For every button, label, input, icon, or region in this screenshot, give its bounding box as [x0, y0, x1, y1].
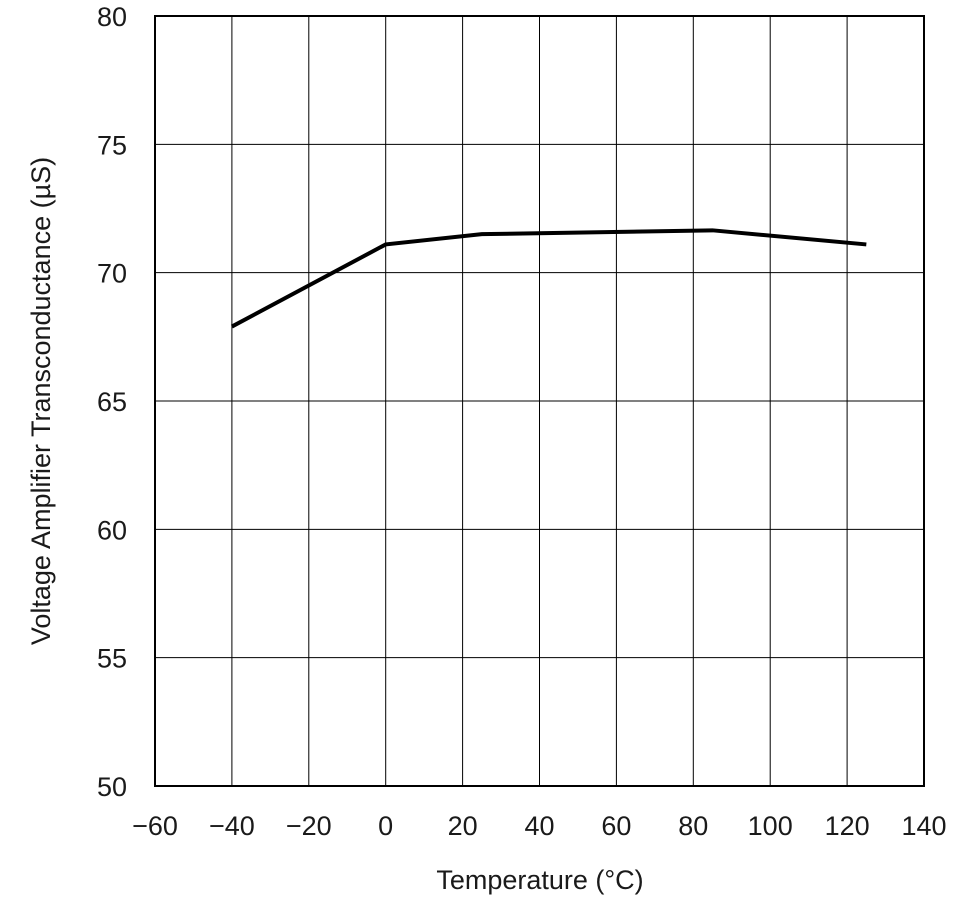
- y-axis-label: Voltage Amplifier Transconductance (µS): [26, 157, 56, 645]
- y-tick-label: 60: [97, 515, 127, 545]
- y-tick-label: 80: [97, 2, 127, 32]
- y-tick-label: 55: [97, 644, 127, 674]
- plot-frame: [154, 15, 925, 787]
- x-tick-label: 60: [601, 811, 631, 841]
- x-axis-label: Temperature (°C): [436, 865, 643, 895]
- x-tick-label: 140: [901, 811, 946, 841]
- x-tick-label: 80: [678, 811, 708, 841]
- x-tick-label: −20: [286, 811, 332, 841]
- x-tick-label: 120: [825, 811, 870, 841]
- x-tick-label: 40: [524, 811, 554, 841]
- series-layer: [230, 228, 867, 329]
- y-tick-label: 50: [97, 772, 127, 802]
- y-tick-label: 65: [97, 387, 127, 417]
- x-tick-label: −60: [132, 811, 178, 841]
- x-tick-label: −40: [209, 811, 255, 841]
- x-tick-label: 20: [448, 811, 478, 841]
- grid: [154, 15, 925, 787]
- y-tick-labels: 50 55 60 65 70 75 80: [97, 2, 127, 802]
- y-tick-label: 70: [97, 259, 127, 289]
- x-tick-labels: −60 −40 −20 0 20 40 60 80 100 120 140: [132, 811, 946, 841]
- x-tick-label: 0: [378, 811, 393, 841]
- y-tick-label: 75: [97, 130, 127, 160]
- series-line: [230, 228, 867, 329]
- x-tick-label: 100: [748, 811, 793, 841]
